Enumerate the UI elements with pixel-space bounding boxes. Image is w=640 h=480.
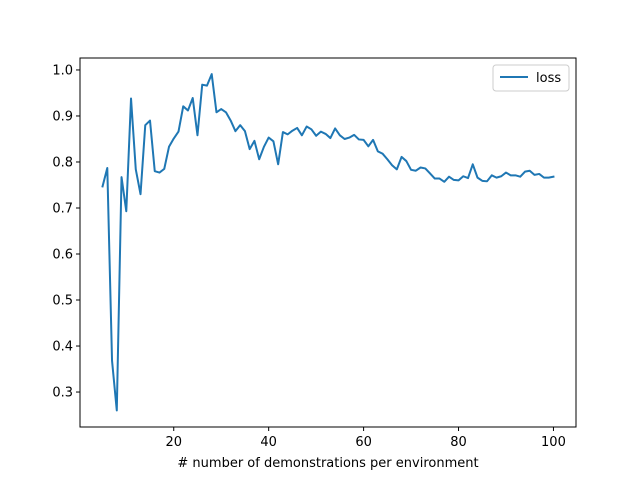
- y-tick-label: 0.7: [52, 201, 73, 216]
- x-tick-label: 20: [165, 435, 182, 450]
- legend-box: [492, 64, 570, 92]
- x-axis: 20 40 60 80 100: [165, 427, 566, 450]
- series-line-loss: [101, 73, 555, 412]
- legend-label-loss: loss: [536, 71, 561, 86]
- x-tick-label: 80: [450, 435, 467, 450]
- y-tick-label: 0.8: [52, 155, 73, 170]
- x-tick-label: 40: [260, 435, 277, 450]
- y-tick-label: 0.3: [52, 386, 73, 401]
- legend: loss: [492, 64, 570, 92]
- plot-area: [101, 73, 555, 412]
- y-tick-label: 0.9: [52, 109, 73, 124]
- x-tick-label: 60: [355, 435, 372, 450]
- axes-frame: [79, 57, 577, 428]
- y-axis: 0.3 0.4 0.5 0.6 0.7 0.8 0.9 1.0: [52, 63, 80, 401]
- x-tick-label: 100: [541, 435, 566, 450]
- y-tick-label: 1.0: [52, 63, 73, 78]
- y-tick-label: 0.6: [52, 248, 73, 263]
- x-axis-label: # number of demonstrations per environme…: [177, 456, 478, 471]
- y-tick-label: 0.5: [52, 294, 73, 309]
- y-tick-label: 0.4: [52, 340, 73, 355]
